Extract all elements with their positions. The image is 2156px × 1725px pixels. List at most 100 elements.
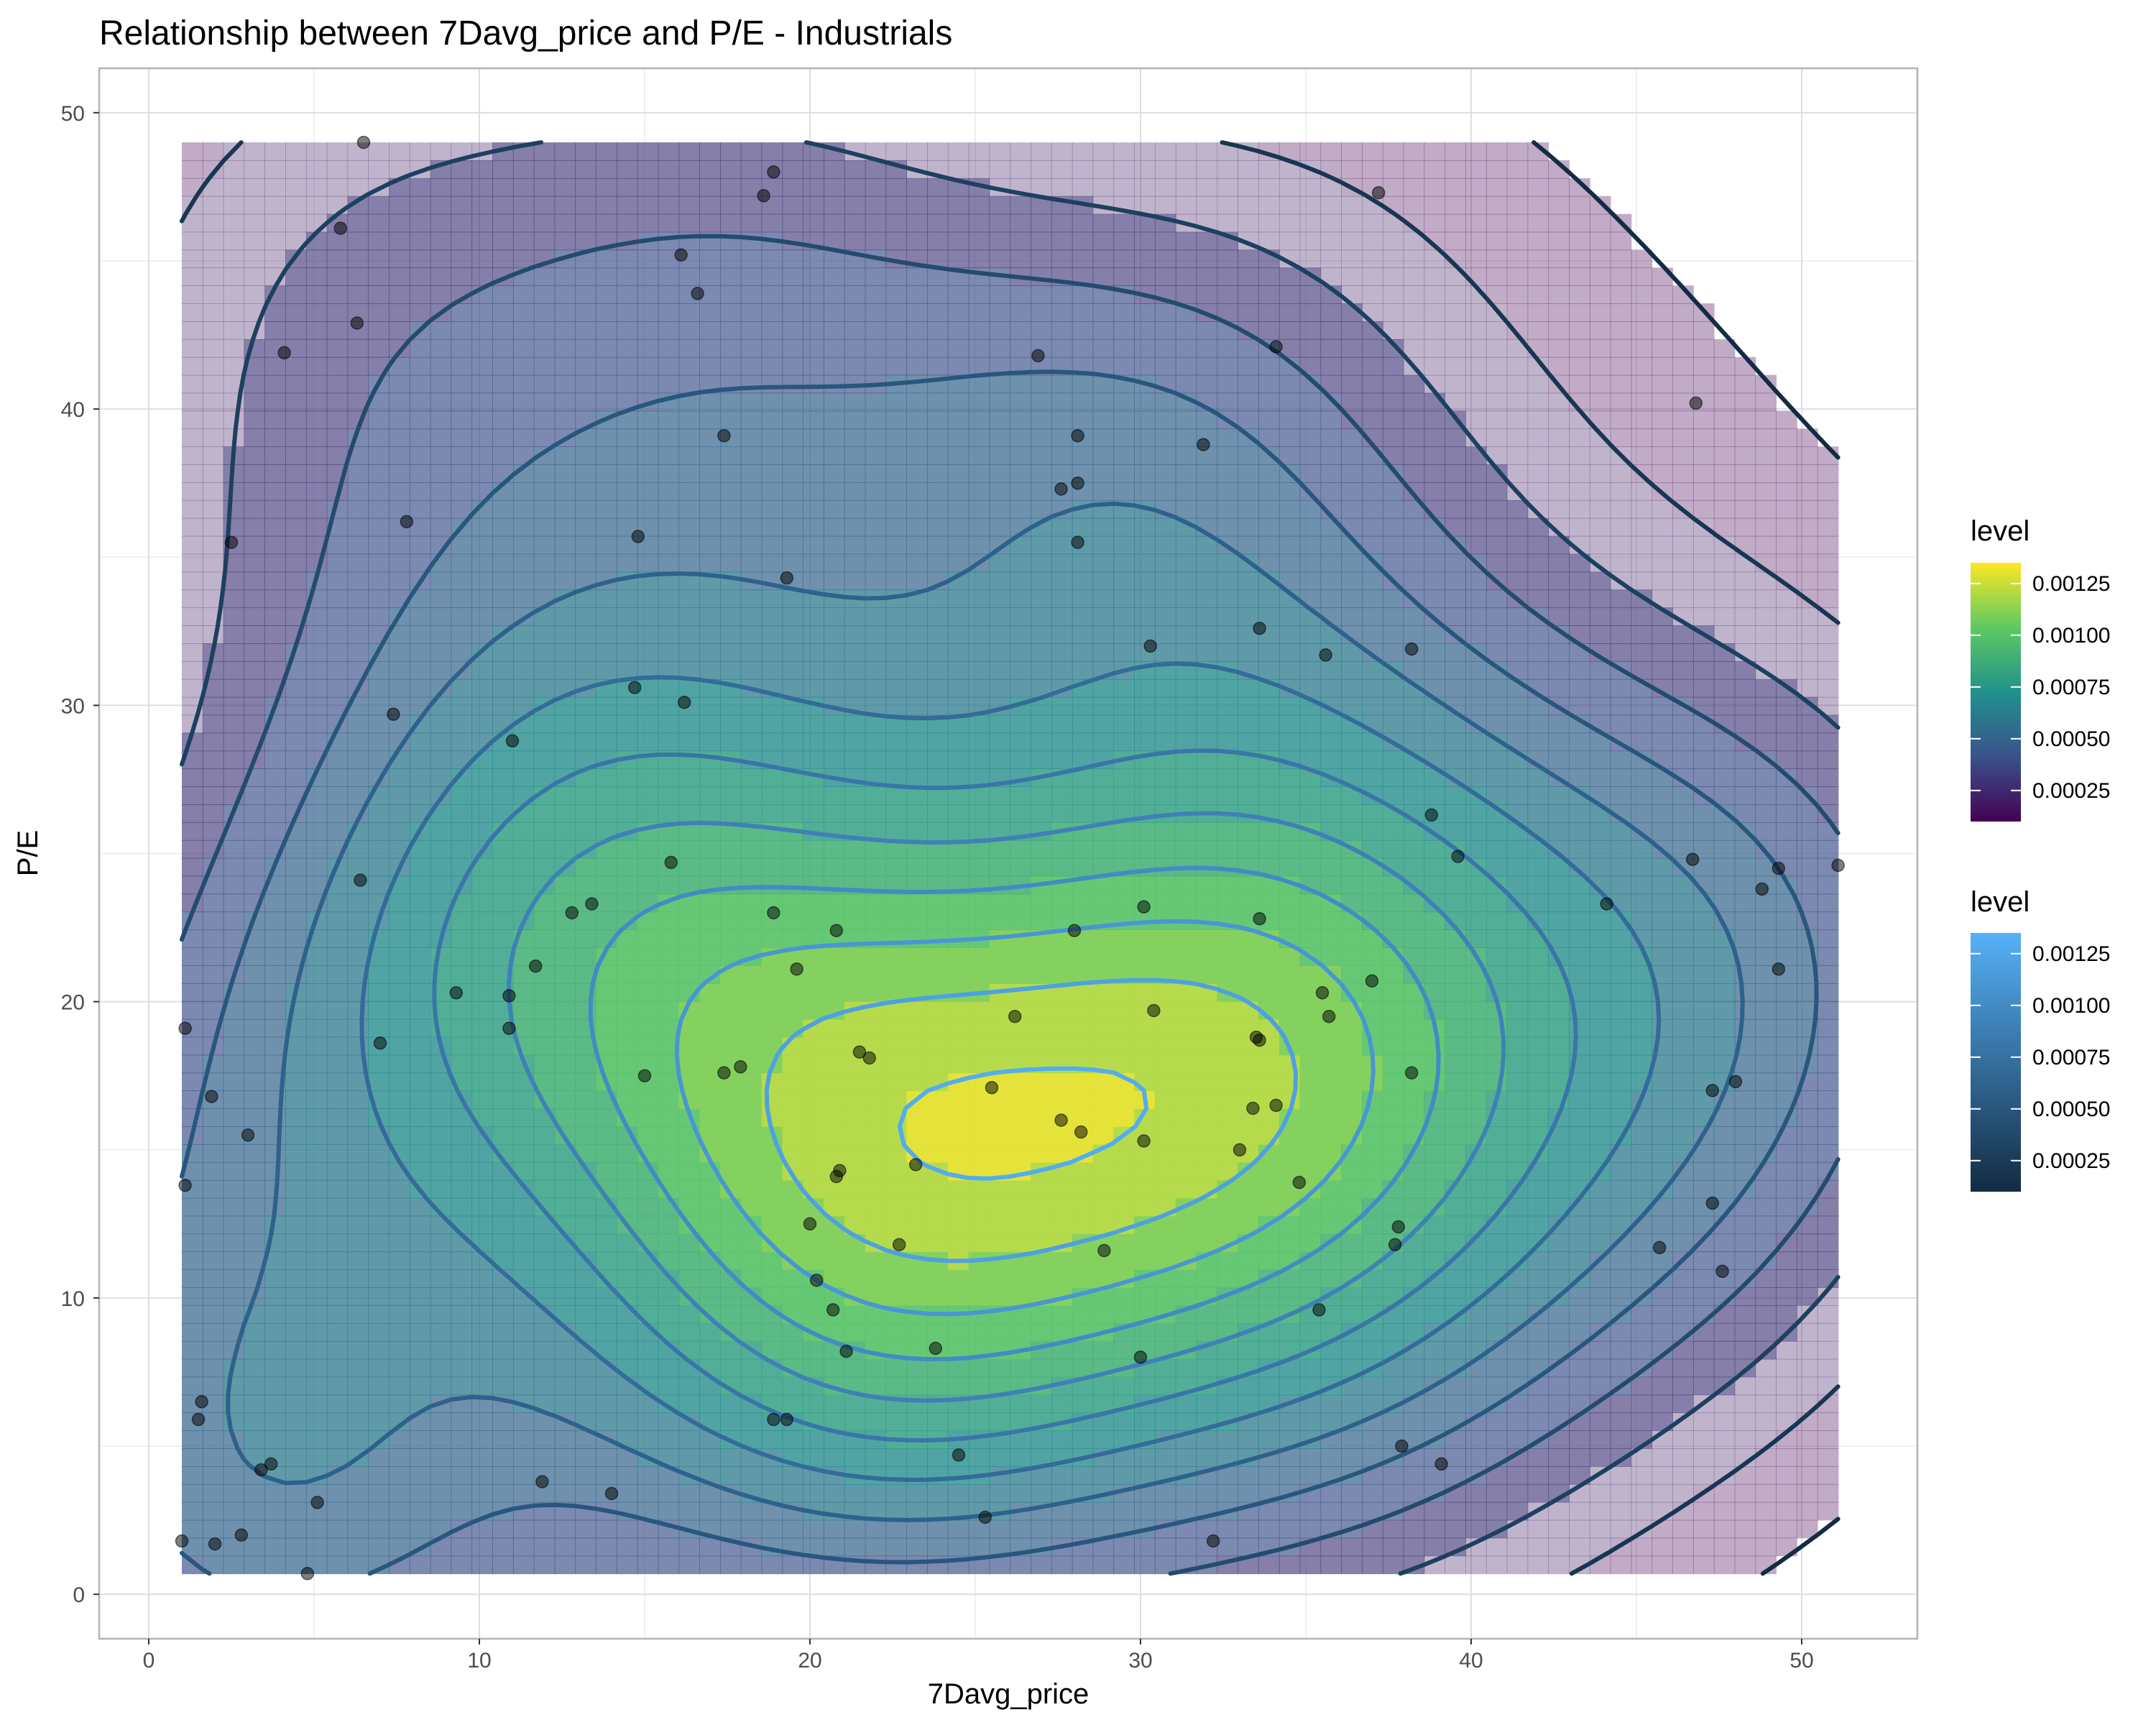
density-cell <box>244 714 266 734</box>
density-cell <box>885 1179 908 1199</box>
density-cell <box>989 947 1011 966</box>
density-cell <box>1755 947 1777 966</box>
density-cell <box>761 1430 783 1449</box>
density-cell <box>596 535 617 555</box>
density-cell <box>1527 571 1549 591</box>
density-cell <box>1113 553 1135 573</box>
density-cell <box>637 1036 659 1056</box>
density-cell <box>761 1519 783 1539</box>
density-cell <box>1196 947 1218 966</box>
density-cell <box>740 983 763 1002</box>
density-cell <box>1692 911 1715 931</box>
density-cell <box>1672 1394 1694 1414</box>
density-cell <box>720 535 742 555</box>
density-cell <box>637 768 659 787</box>
density-cell <box>824 840 845 859</box>
density-cell <box>968 786 990 805</box>
density-cell <box>1403 1412 1425 1431</box>
density-cell <box>678 607 700 626</box>
density-cell <box>1672 1269 1694 1288</box>
density-cell <box>1692 1036 1715 1056</box>
density-cell <box>678 786 700 805</box>
density-cell <box>305 1412 328 1431</box>
density-cell <box>658 1537 680 1557</box>
density-cell <box>223 714 245 734</box>
density-cell <box>264 965 286 984</box>
density-cell <box>637 965 659 984</box>
density-cell <box>1506 1484 1529 1503</box>
density-cell <box>533 1269 556 1288</box>
density-cell <box>1382 1537 1404 1557</box>
density-cell <box>1031 714 1052 734</box>
density-cell <box>1548 1394 1570 1414</box>
density-cell <box>927 643 949 662</box>
density-cell <box>1113 1305 1135 1324</box>
density-cell <box>1341 857 1363 877</box>
density-cell <box>968 1144 990 1163</box>
density-cell <box>968 625 990 644</box>
density-cell <box>1238 1179 1259 1199</box>
density-cell <box>202 1126 224 1145</box>
density-cell <box>1031 1090 1052 1109</box>
density-cell <box>678 965 700 984</box>
density-cell <box>699 1269 721 1288</box>
density-cell <box>678 1537 700 1557</box>
density-cell <box>512 535 535 555</box>
density-cell <box>202 518 224 537</box>
density-cell <box>389 1269 410 1288</box>
density-cell <box>1382 1412 1404 1431</box>
density-cell <box>1031 893 1052 913</box>
density-cell <box>658 1233 680 1253</box>
density-cell <box>1403 1000 1425 1020</box>
density-cell <box>885 1412 908 1431</box>
density-cell <box>1569 1305 1590 1324</box>
density-cell <box>865 643 887 662</box>
density-cell <box>1465 768 1487 787</box>
density-cell <box>1672 535 1694 555</box>
density-cell <box>1382 589 1404 609</box>
density-cell <box>720 1000 742 1020</box>
density-cell <box>1217 1251 1238 1270</box>
density-cell <box>844 983 866 1002</box>
density-cell <box>1341 553 1363 573</box>
density-cell <box>1320 1358 1342 1378</box>
density-cell <box>430 732 452 752</box>
density-cell <box>885 696 908 716</box>
density-cell <box>326 1322 349 1342</box>
density-cell <box>1610 678 1632 698</box>
density-cell <box>1445 678 1466 698</box>
density-cell <box>1692 678 1715 698</box>
density-cell <box>1610 1036 1632 1056</box>
density-cell <box>1175 464 1197 483</box>
density-cell <box>1631 553 1653 573</box>
density-cell <box>533 1036 556 1056</box>
density-cell <box>1113 1340 1135 1360</box>
density-cell <box>1258 1197 1280 1217</box>
density-cell <box>968 1269 990 1288</box>
density-cell <box>1713 1162 1736 1181</box>
density-cell <box>1031 1018 1052 1038</box>
density-cell <box>1010 786 1031 805</box>
density-cell <box>285 1287 307 1306</box>
density-cell <box>1734 1394 1756 1414</box>
density-cell <box>554 571 576 591</box>
density-cell <box>1299 1466 1322 1485</box>
density-cell <box>1776 1484 1797 1503</box>
density-cell <box>430 482 452 501</box>
density-cell <box>264 893 286 913</box>
density-cell <box>865 1072 887 1092</box>
density-cell <box>305 1233 328 1253</box>
density-cell <box>1631 500 1653 519</box>
density-cell <box>906 643 928 662</box>
density-cell <box>1217 1054 1238 1074</box>
density-cell <box>409 1519 431 1539</box>
density-cell <box>1445 1126 1466 1145</box>
density-cell <box>989 518 1011 537</box>
density-cell <box>1485 1555 1508 1575</box>
density-cell <box>182 768 203 787</box>
density-cell <box>1258 1233 1280 1253</box>
density-cell <box>1217 840 1238 859</box>
density-cell <box>1217 1394 1238 1414</box>
density-cell <box>1341 1108 1363 1127</box>
density-cell <box>1113 1179 1135 1199</box>
